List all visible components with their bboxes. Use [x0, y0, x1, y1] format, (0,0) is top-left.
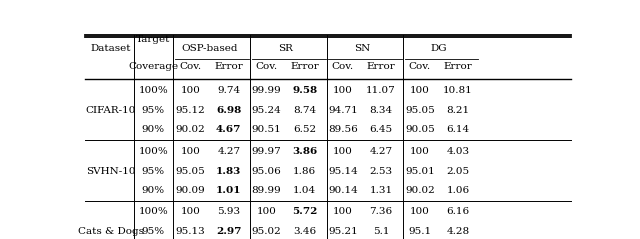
Text: 2.97: 2.97 — [216, 227, 241, 236]
Text: Coverage: Coverage — [129, 62, 179, 71]
Text: 95.21: 95.21 — [328, 227, 358, 236]
Text: Error: Error — [291, 62, 319, 71]
Text: 9.58: 9.58 — [292, 86, 317, 95]
Text: Cov.: Cov. — [180, 62, 202, 71]
Text: 4.03: 4.03 — [446, 147, 470, 156]
Text: 90%: 90% — [142, 186, 165, 195]
Text: Dataset: Dataset — [90, 43, 131, 53]
Text: 100: 100 — [257, 207, 276, 216]
Text: 4.27: 4.27 — [369, 147, 392, 156]
Text: 90.02: 90.02 — [405, 186, 435, 195]
Text: 5.93: 5.93 — [217, 207, 241, 216]
Text: 90.14: 90.14 — [328, 186, 358, 195]
Text: 99.97: 99.97 — [252, 147, 282, 156]
Text: 2.05: 2.05 — [446, 167, 470, 176]
Text: 100%: 100% — [138, 207, 168, 216]
Text: DG: DG — [431, 43, 447, 53]
Text: 9.74: 9.74 — [217, 86, 241, 95]
Text: Cov.: Cov. — [332, 62, 354, 71]
Text: 6.45: 6.45 — [369, 125, 392, 134]
Text: SR: SR — [278, 43, 293, 53]
Text: 95%: 95% — [142, 106, 165, 114]
Text: 8.21: 8.21 — [446, 106, 470, 114]
Text: 5.72: 5.72 — [292, 207, 317, 216]
Text: 11.07: 11.07 — [366, 86, 396, 95]
Text: 100: 100 — [333, 207, 353, 216]
Text: 100: 100 — [410, 207, 429, 216]
Text: 6.98: 6.98 — [216, 106, 241, 114]
Text: 3.46: 3.46 — [293, 227, 316, 236]
Text: 6.52: 6.52 — [293, 125, 316, 134]
Text: 94.71: 94.71 — [328, 106, 358, 114]
Text: 100: 100 — [180, 207, 200, 216]
Text: Cov.: Cov. — [409, 62, 431, 71]
Text: 8.34: 8.34 — [369, 106, 392, 114]
Text: 10.81: 10.81 — [443, 86, 473, 95]
Text: 95.24: 95.24 — [252, 106, 282, 114]
Text: 100: 100 — [180, 86, 200, 95]
Text: 95%: 95% — [142, 167, 165, 176]
Text: 90.05: 90.05 — [405, 125, 435, 134]
Text: 95.12: 95.12 — [176, 106, 205, 114]
Text: Error: Error — [367, 62, 396, 71]
Text: 100: 100 — [333, 86, 353, 95]
Text: 95.14: 95.14 — [328, 167, 358, 176]
Text: 95.13: 95.13 — [176, 227, 205, 236]
Text: 7.36: 7.36 — [369, 207, 392, 216]
Text: 1.06: 1.06 — [446, 186, 470, 195]
Text: 2.53: 2.53 — [369, 167, 392, 176]
Text: 100: 100 — [180, 147, 200, 156]
Text: 4.28: 4.28 — [446, 227, 470, 236]
Text: 95.06: 95.06 — [252, 167, 282, 176]
Text: CIFAR-10: CIFAR-10 — [86, 106, 136, 114]
Text: 100: 100 — [333, 147, 353, 156]
Text: Cats & Dogs: Cats & Dogs — [77, 227, 144, 236]
Text: 95.02: 95.02 — [252, 227, 282, 236]
Text: 89.99: 89.99 — [252, 186, 282, 195]
Text: SN: SN — [354, 43, 370, 53]
Text: SVHN-10: SVHN-10 — [86, 167, 136, 176]
Text: 89.56: 89.56 — [328, 125, 358, 134]
Text: Error: Error — [444, 62, 472, 71]
Text: 6.16: 6.16 — [446, 207, 470, 216]
Text: 4.27: 4.27 — [217, 147, 241, 156]
Text: 100%: 100% — [138, 86, 168, 95]
Text: 100%: 100% — [138, 147, 168, 156]
Text: 90.09: 90.09 — [176, 186, 205, 195]
Text: 1.04: 1.04 — [293, 186, 316, 195]
Text: 95.05: 95.05 — [176, 167, 205, 176]
Text: 100: 100 — [410, 147, 429, 156]
Text: 90.02: 90.02 — [176, 125, 205, 134]
Text: 1.86: 1.86 — [293, 167, 316, 176]
Text: 90%: 90% — [142, 125, 165, 134]
Text: 95.01: 95.01 — [405, 167, 435, 176]
Text: 1.01: 1.01 — [216, 186, 241, 195]
Text: 99.99: 99.99 — [252, 86, 282, 95]
Text: 95%: 95% — [142, 227, 165, 236]
Text: 95.05: 95.05 — [405, 106, 435, 114]
Text: 100: 100 — [410, 86, 429, 95]
Text: Error: Error — [214, 62, 243, 71]
Text: 90.51: 90.51 — [252, 125, 282, 134]
Text: 8.74: 8.74 — [293, 106, 316, 114]
Text: 6.14: 6.14 — [446, 125, 470, 134]
Text: 95.1: 95.1 — [408, 227, 431, 236]
Text: OSP-based: OSP-based — [182, 43, 238, 53]
Text: Cov.: Cov. — [255, 62, 278, 71]
Text: 5.1: 5.1 — [373, 227, 389, 236]
Text: 1.31: 1.31 — [369, 186, 392, 195]
Text: 3.86: 3.86 — [292, 147, 317, 156]
Text: Target: Target — [136, 35, 171, 44]
Text: 1.83: 1.83 — [216, 167, 241, 176]
Text: 4.67: 4.67 — [216, 125, 241, 134]
